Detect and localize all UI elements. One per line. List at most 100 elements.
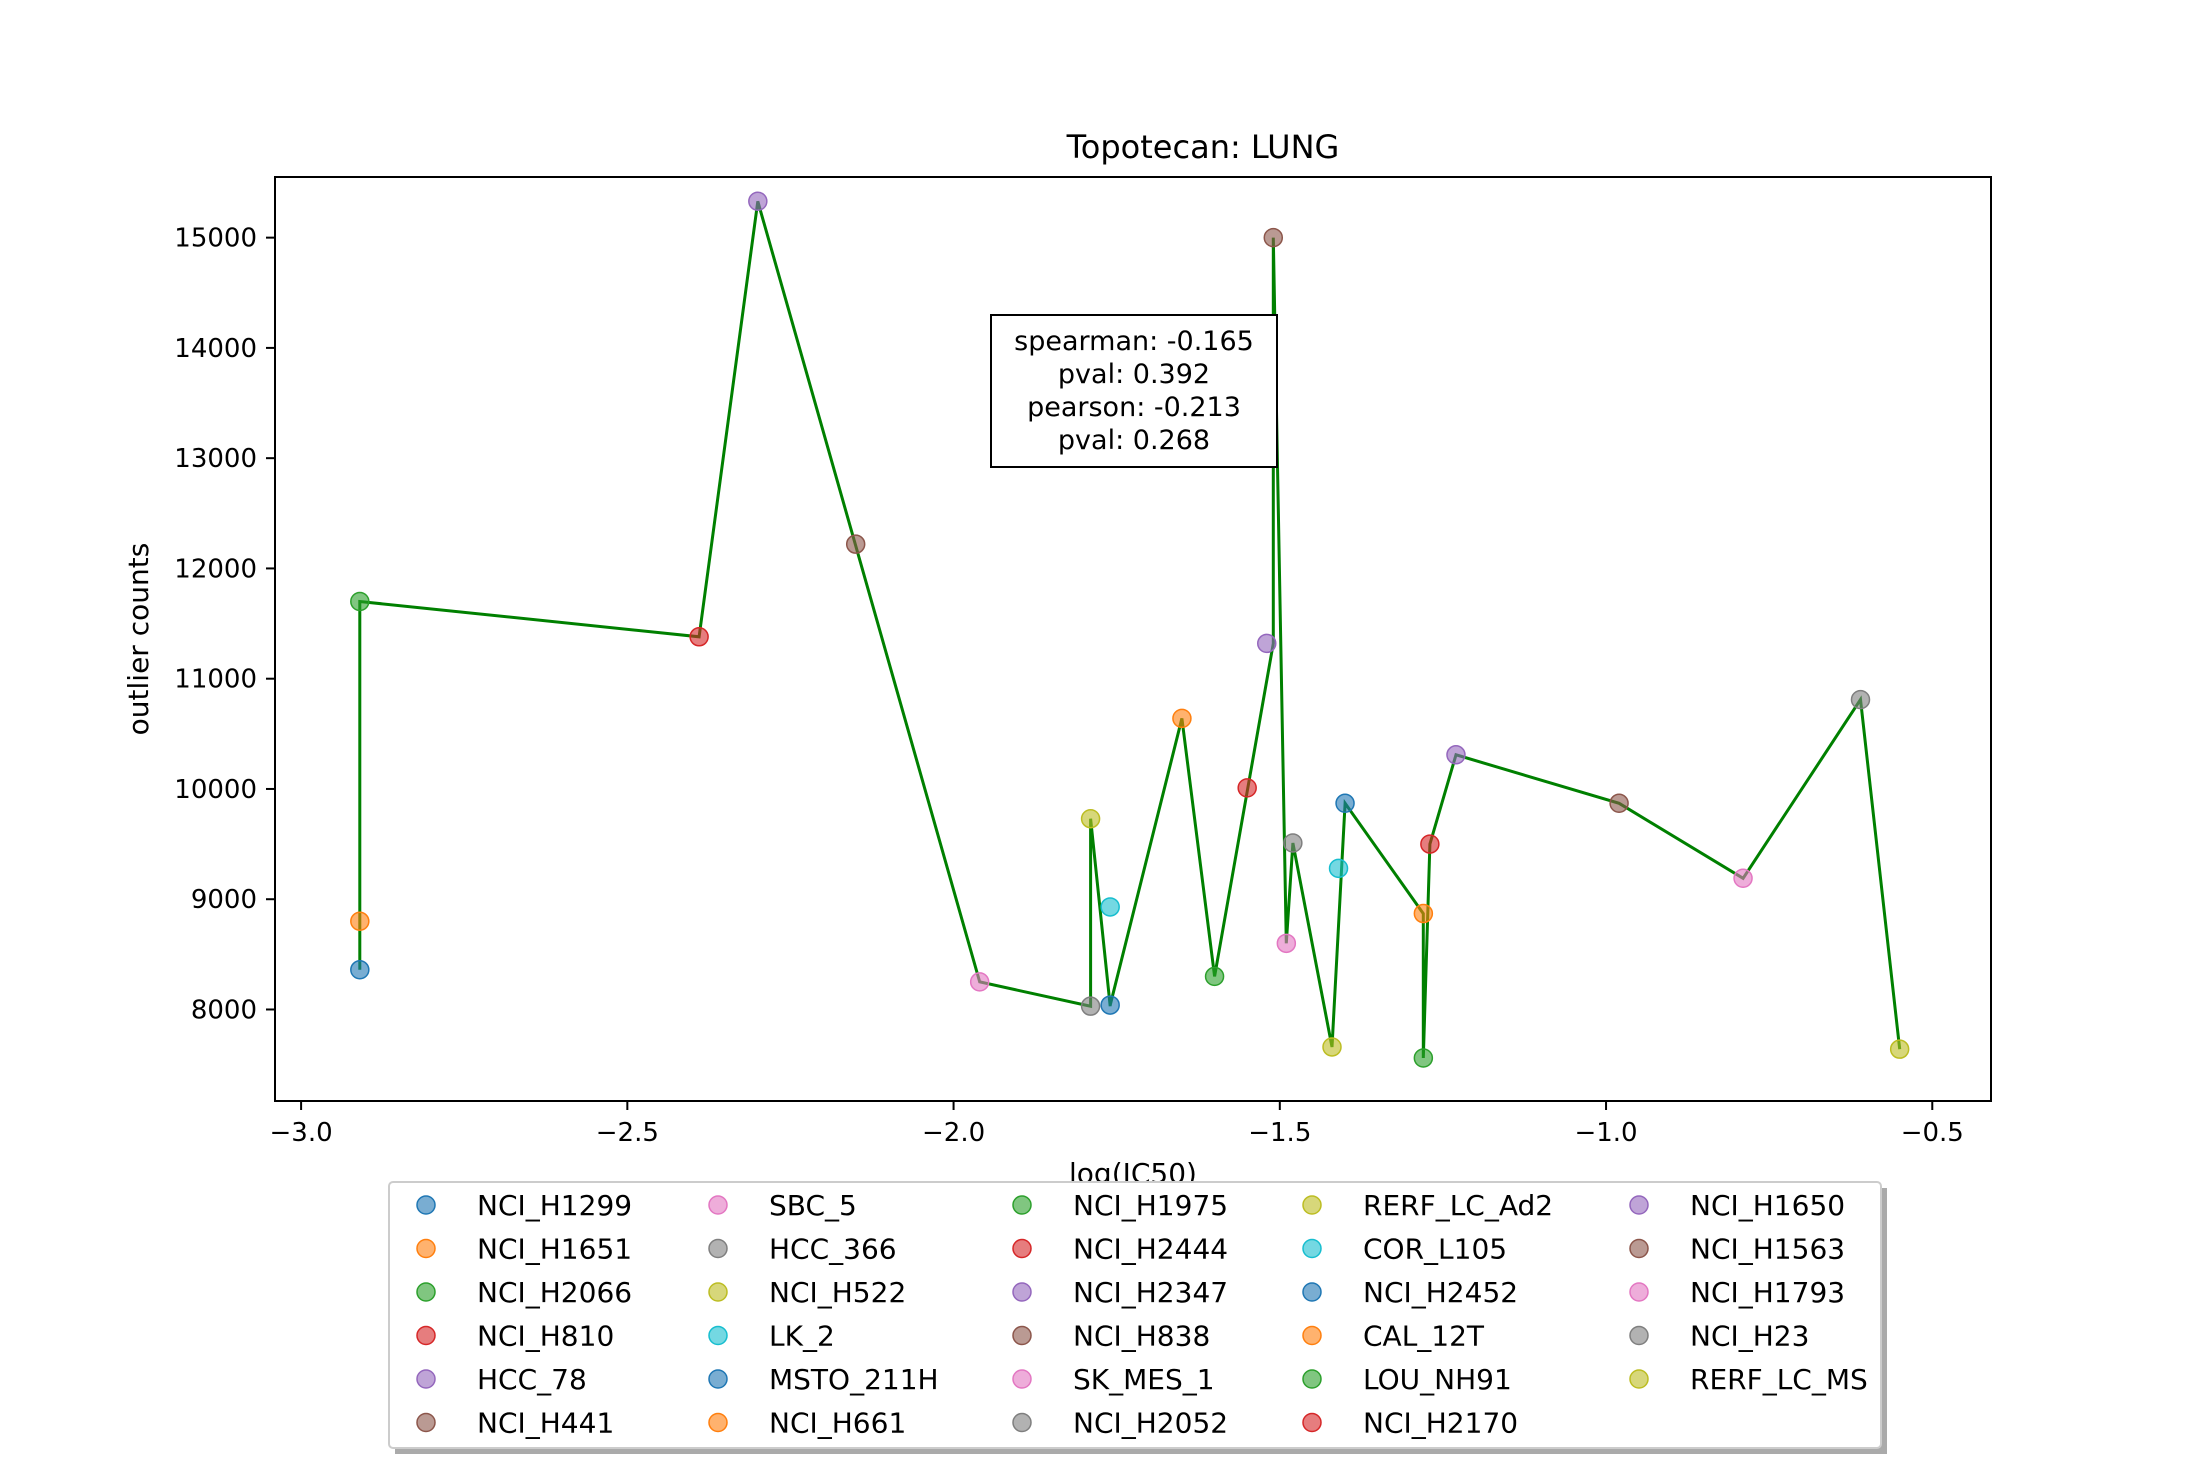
stats-spearman: spearman: -0.165 xyxy=(1014,326,1254,357)
legend-label: NCI_H522 xyxy=(769,1276,906,1309)
data-point-nci-h1563 xyxy=(1609,793,1629,814)
legend-marker xyxy=(1302,1282,1322,1302)
legend-marker xyxy=(1629,1369,1649,1389)
legend-marker xyxy=(1629,1282,1649,1302)
y-tick-label: 9000 xyxy=(191,885,257,915)
data-point-nci-h441 xyxy=(845,534,866,554)
data-point-nci-h2170 xyxy=(1420,834,1440,854)
legend-marker xyxy=(1302,1325,1322,1346)
stats-pearson: pearson: -0.213 xyxy=(1027,392,1241,423)
data-point-nci-h2052 xyxy=(1283,833,1303,853)
legend-marker xyxy=(1302,1195,1322,1215)
x-tick-label: −3.0 xyxy=(270,1118,333,1148)
legend-marker xyxy=(1629,1195,1649,1215)
data-point-nci-h1650 xyxy=(1446,745,1466,765)
data-point-nci-h2444 xyxy=(1237,778,1257,798)
legend-marker xyxy=(416,1195,436,1215)
data-point-cor-l105 xyxy=(1328,858,1349,879)
data-point-cal-12t xyxy=(1413,903,1434,924)
y-tick-label: 11000 xyxy=(174,665,257,695)
legend-label: NCI_H2170 xyxy=(1363,1407,1518,1440)
y-axis-ticks: 8000 9000 10000 11000 12000 13000 14000 15000 xyxy=(174,224,275,1025)
stats-box-frame xyxy=(990,314,1278,468)
data-point-nci-h2452 xyxy=(1335,793,1355,814)
legend-marker xyxy=(708,1325,728,1346)
legend-label: NCI_H1563 xyxy=(1690,1233,1845,1266)
y-tick-label: 15000 xyxy=(174,224,257,254)
legend-label: COR_L105 xyxy=(1363,1233,1507,1266)
stats-pearson-pval: pval: 0.268 xyxy=(1058,425,1210,456)
x-axis-ticks: −3.0 −2.5 −2.0 −1.5 −1.0 −0.5 xyxy=(270,1101,1964,1148)
legend-marker xyxy=(1012,1238,1032,1259)
x-tick-label: −2.0 xyxy=(922,1118,985,1148)
stats-spearman-pval: pval: 0.392 xyxy=(1058,359,1210,390)
y-tick-label: 14000 xyxy=(174,334,257,364)
y-tick-label: 8000 xyxy=(191,995,257,1025)
legend-marker xyxy=(416,1325,436,1346)
legend-label: NCI_H1793 xyxy=(1690,1276,1845,1309)
legend-frame xyxy=(388,1181,1882,1449)
legend-label: SBC_5 xyxy=(769,1189,857,1222)
legend-marker xyxy=(708,1195,728,1215)
legend: NCI_H1299 NCI_H1651 NCI_H2066 NCI_H810 HCC_7… xyxy=(388,1181,1887,1454)
y-tick-label: 10000 xyxy=(174,775,257,805)
data-point-nci-h2066 xyxy=(350,591,370,612)
legend-marker xyxy=(1629,1325,1649,1346)
legend-label: SK_MES_1 xyxy=(1073,1363,1215,1396)
data-point-nci-h838 xyxy=(1263,227,1284,248)
legend-marker xyxy=(1012,1325,1032,1346)
legend-label: NCI_H2452 xyxy=(1363,1276,1518,1309)
legend-label: NCI_H661 xyxy=(769,1407,906,1440)
data-point-nci-h661 xyxy=(1172,708,1192,729)
legend-label: NCI_H2444 xyxy=(1073,1233,1228,1266)
legend-marker xyxy=(1629,1238,1649,1259)
legend-label: NCI_H2052 xyxy=(1073,1407,1228,1440)
x-tick-label: −0.5 xyxy=(1901,1118,1964,1148)
legend-label: RERF_LC_MS xyxy=(1690,1363,1868,1396)
legend-marker xyxy=(416,1282,436,1302)
data-point-rerf-lc-ad2 xyxy=(1322,1037,1342,1057)
x-tick-label: −1.5 xyxy=(1248,1118,1311,1148)
legend-label: LOU_NH91 xyxy=(1363,1363,1512,1396)
data-point-hcc-78 xyxy=(748,191,768,212)
legend-marker xyxy=(1012,1282,1032,1302)
x-tick-label: −2.5 xyxy=(596,1118,659,1148)
data-point-sbc-5 xyxy=(969,972,990,992)
y-tick-label: 13000 xyxy=(174,444,257,474)
legend-marker xyxy=(1012,1369,1032,1389)
legend-label: NCI_H441 xyxy=(477,1407,614,1440)
legend-label: CAL_12T xyxy=(1363,1320,1485,1353)
data-point-nci-h1975 xyxy=(1204,966,1225,987)
data-points xyxy=(350,191,1910,1068)
data-point-nci-h23 xyxy=(1850,689,1871,710)
y-axis-label: outlier counts xyxy=(122,543,155,736)
data-point-nci-h810 xyxy=(689,627,709,647)
legend-label: NCI_H23 xyxy=(1690,1320,1809,1353)
data-point-nci-h522 xyxy=(1080,808,1101,829)
legend-label: MSTO_211H xyxy=(769,1363,939,1396)
legend-marker xyxy=(708,1412,728,1433)
data-point-rerf-lc-ms xyxy=(1889,1039,1910,1059)
data-point-msto-211h xyxy=(1100,995,1120,1015)
legend-label: NCI_H2066 xyxy=(477,1276,632,1309)
plot-frame xyxy=(274,176,1992,1102)
legend-marker xyxy=(416,1369,436,1389)
data-point-lk-2 xyxy=(1100,897,1120,917)
legend-entries: NCI_H1299 NCI_H1651 NCI_H2066 NCI_H810 HCC_7… xyxy=(416,1189,1868,1440)
legend-label: HCC_366 xyxy=(769,1233,897,1266)
data-point-sk-mes-1 xyxy=(1276,933,1297,954)
legend-marker xyxy=(416,1412,436,1433)
legend-label: NCI_H810 xyxy=(477,1320,614,1353)
legend-marker xyxy=(1012,1412,1032,1433)
data-point-nci-h1651 xyxy=(350,911,370,932)
chart-title: Topotecan: LUNG xyxy=(1066,128,1340,166)
x-tick-label: −1.0 xyxy=(1574,1118,1637,1148)
legend-marker xyxy=(708,1369,728,1389)
legend-marker xyxy=(1302,1238,1322,1259)
data-point-hcc-366 xyxy=(1080,996,1101,1016)
legend-label: NCI_H2347 xyxy=(1073,1276,1228,1309)
legend-label: RERF_LC_Ad2 xyxy=(1363,1189,1553,1222)
legend-marker xyxy=(708,1238,728,1259)
legend-label: NCI_H1650 xyxy=(1690,1189,1845,1222)
